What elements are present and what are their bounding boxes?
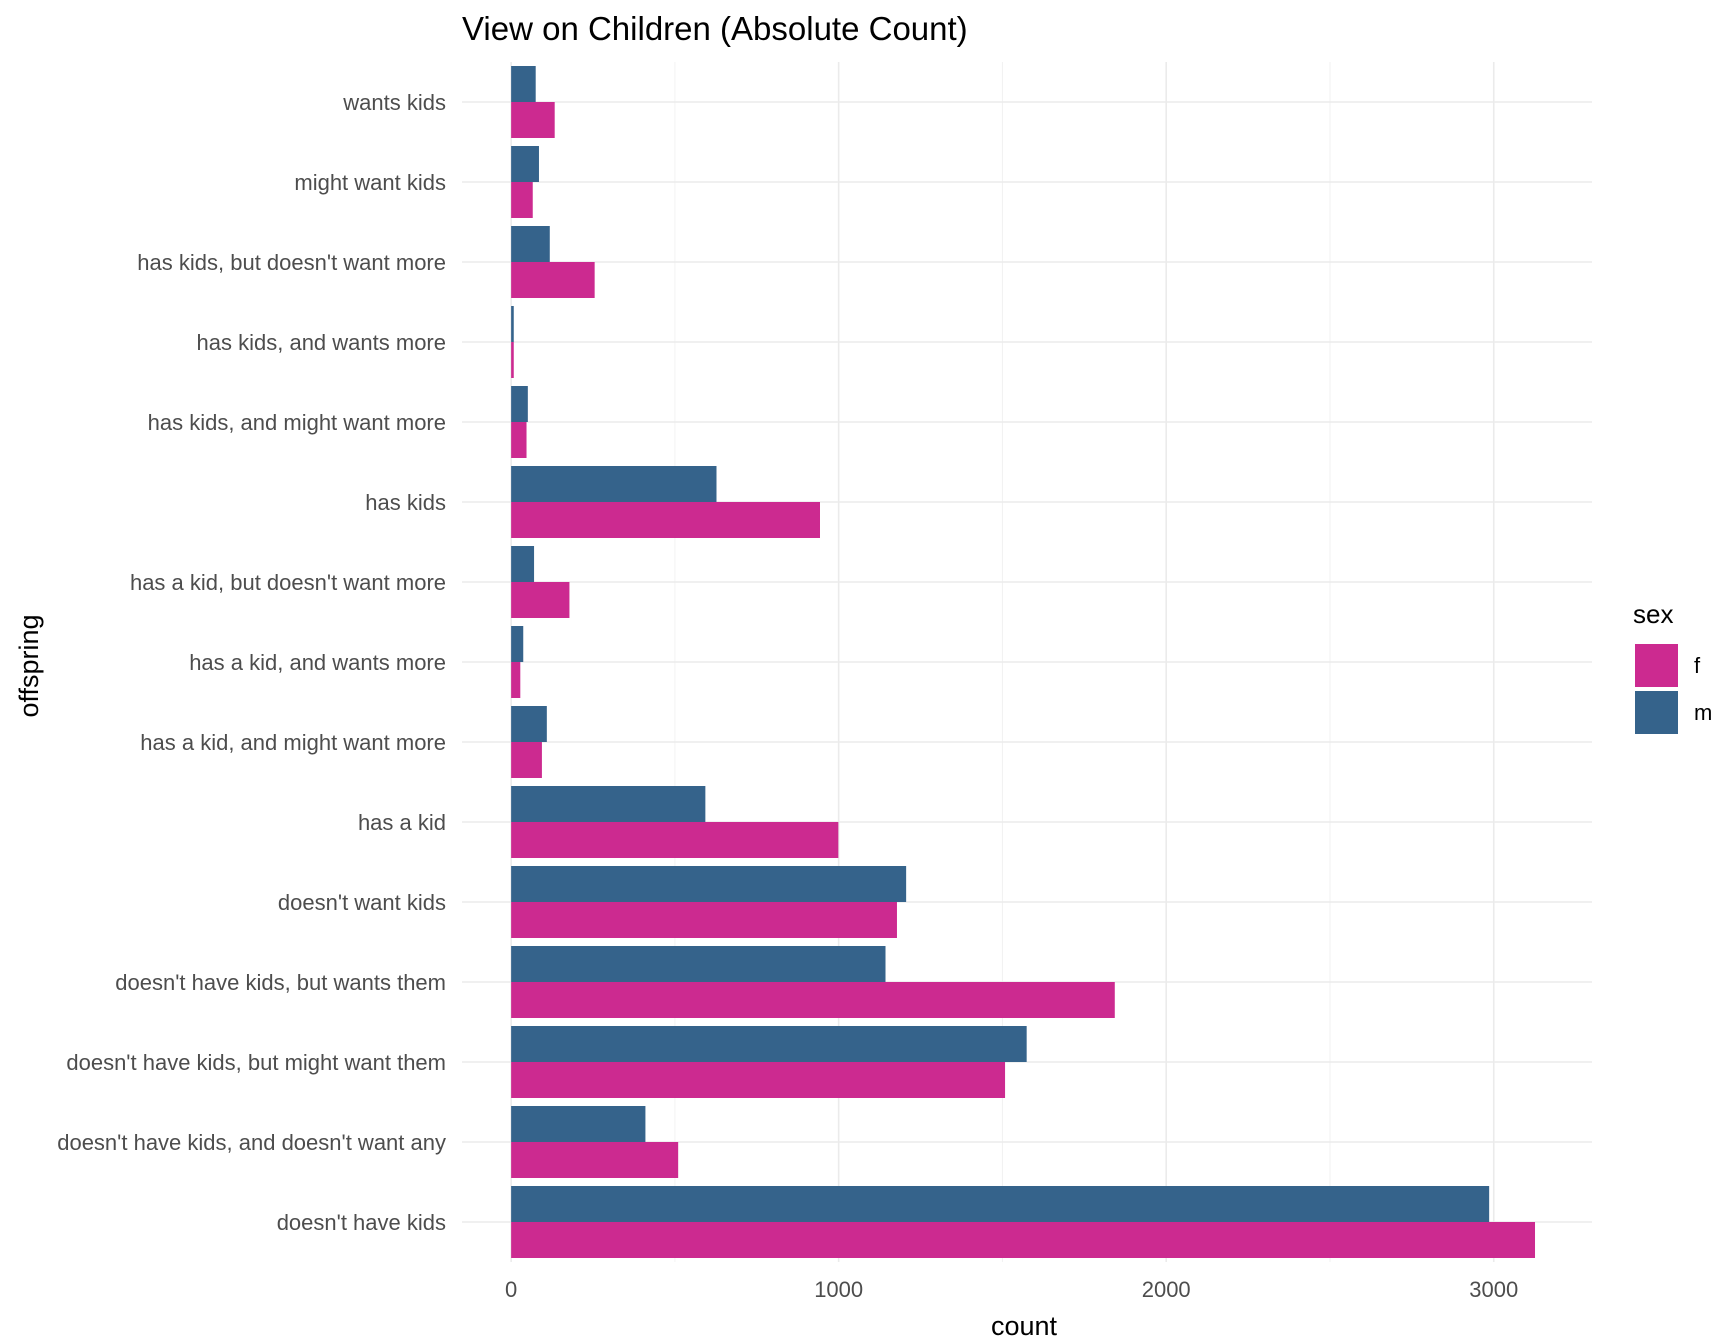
bar-m xyxy=(511,626,524,662)
x-tick-label: 1000 xyxy=(814,1277,863,1302)
legend-swatch-f xyxy=(1635,644,1678,687)
y-tick-label: has a kid, and might want more xyxy=(140,730,446,755)
y-tick-label: has kids, and might want more xyxy=(148,410,446,435)
legend-swatch-m xyxy=(1635,691,1678,734)
bar-m xyxy=(511,306,514,342)
bar-m xyxy=(511,146,539,182)
y-tick-label: has a kid, but doesn't want more xyxy=(130,570,446,595)
y-tick-label: doesn't have kids xyxy=(277,1210,446,1235)
y-tick-label: has kids, but doesn't want more xyxy=(137,250,446,275)
x-tick-labels: 0 1000 2000 3000 xyxy=(505,1277,1518,1302)
bar-f xyxy=(511,742,542,778)
bar-f xyxy=(511,662,521,698)
bar-m xyxy=(511,66,536,102)
y-tick-label: has a kid xyxy=(358,810,446,835)
bar-m xyxy=(511,786,706,822)
legend-label-f: f xyxy=(1694,653,1701,678)
bar-m xyxy=(511,706,547,742)
bars xyxy=(511,66,1536,1258)
bar-f xyxy=(511,1142,679,1178)
y-axis-title: offspring xyxy=(14,614,44,717)
bar-f xyxy=(511,902,897,938)
y-tick-label: doesn't have kids, but wants them xyxy=(115,970,446,995)
y-tick-labels: wants kids might want kids has kids, but d… xyxy=(57,90,446,1235)
legend-label-m: m xyxy=(1694,700,1712,725)
bar-m xyxy=(511,866,907,902)
y-tick-label: doesn't want kids xyxy=(278,890,446,915)
legend-title: sex xyxy=(1633,599,1673,629)
bar-m xyxy=(511,226,550,262)
x-tick-label: 2000 xyxy=(1142,1277,1191,1302)
bar-m xyxy=(511,466,717,502)
bar-m xyxy=(511,1186,1490,1222)
bar-m xyxy=(511,546,535,582)
x-axis-title: count xyxy=(991,1311,1058,1341)
bar-m xyxy=(511,946,886,982)
bar-m xyxy=(511,1026,1027,1062)
bar-f xyxy=(511,582,570,618)
y-tick-label: might want kids xyxy=(294,170,446,195)
y-tick-label: doesn't have kids, and doesn't want any xyxy=(57,1130,446,1155)
bar-f xyxy=(511,822,839,858)
bar-f xyxy=(511,1222,1536,1258)
x-tick-label: 0 xyxy=(505,1277,517,1302)
bar-m xyxy=(511,1106,646,1142)
bar-f xyxy=(511,342,514,378)
bar-f xyxy=(511,182,533,218)
y-tick-label: has a kid, and wants more xyxy=(189,650,446,675)
bar-f xyxy=(511,422,527,458)
legend: sex fm xyxy=(1633,599,1712,734)
y-tick-label: doesn't have kids, but might want them xyxy=(66,1050,446,1075)
bar-m xyxy=(511,386,528,422)
bar-f xyxy=(511,1062,1006,1098)
y-tick-label: wants kids xyxy=(342,90,446,115)
x-tick-label: 3000 xyxy=(1469,1277,1518,1302)
chart-title: View on Children (Absolute Count) xyxy=(462,10,968,47)
bar-f xyxy=(511,502,820,538)
y-tick-label: has kids xyxy=(365,490,446,515)
bar-f xyxy=(511,982,1115,1018)
bar-f xyxy=(511,102,555,138)
bar-f xyxy=(511,262,595,298)
y-tick-label: has kids, and wants more xyxy=(197,330,446,355)
legend-entries: fm xyxy=(1635,644,1712,734)
